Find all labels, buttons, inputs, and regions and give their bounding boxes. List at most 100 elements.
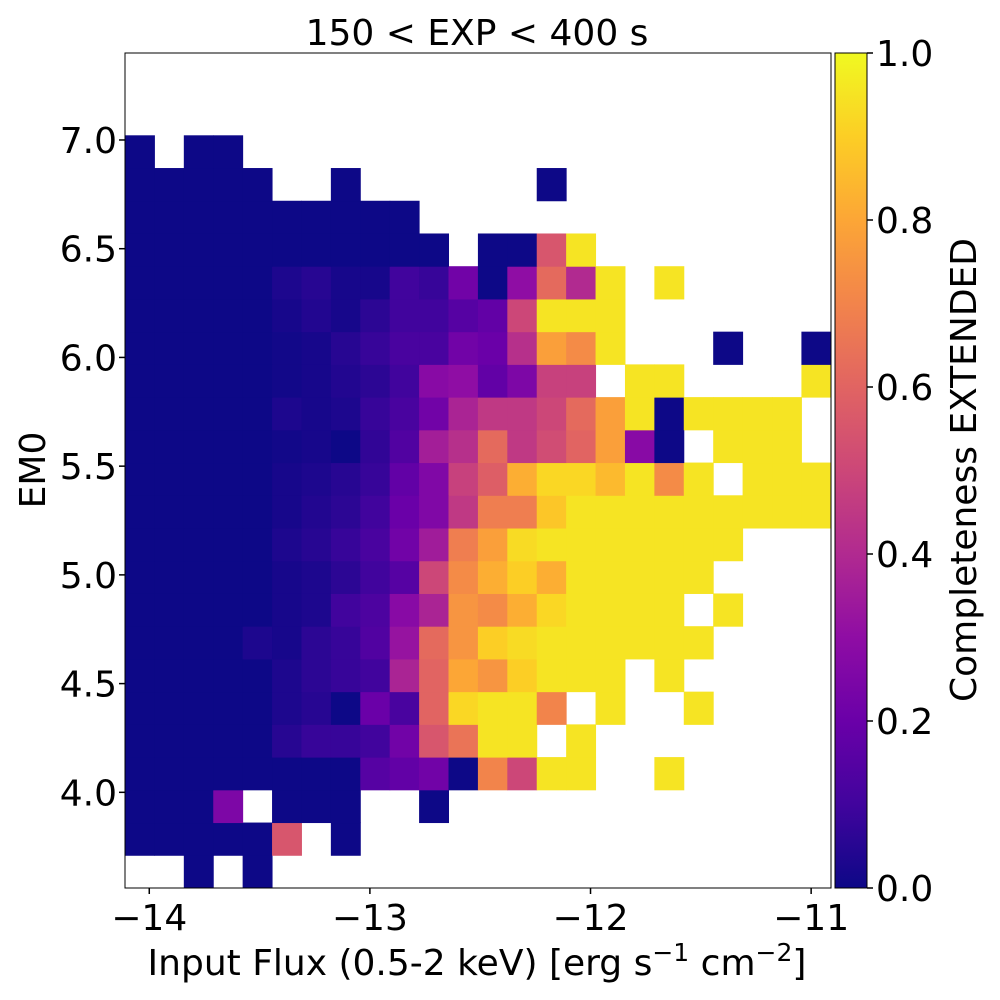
x-axis-label-end: ] — [792, 943, 806, 984]
heatmap-cell — [448, 691, 479, 725]
heatmap-cell — [272, 495, 302, 529]
heatmap-cell — [183, 495, 214, 529]
heatmap-cell — [595, 429, 626, 464]
heatmap-cell — [301, 626, 332, 660]
heatmap-cell — [507, 233, 538, 267]
heatmap-cell — [389, 233, 420, 267]
heatmap-cell — [213, 560, 244, 594]
heatmap-cell — [742, 429, 773, 464]
heatmap-cell — [183, 462, 214, 496]
heatmap-cell — [360, 658, 391, 693]
heatmap-cell — [477, 658, 508, 693]
heatmap-cell — [419, 757, 450, 791]
heatmap-cell — [536, 658, 567, 693]
heatmap-cell — [419, 298, 450, 333]
heatmap-cell — [242, 495, 273, 529]
heatmap-cell — [125, 266, 155, 300]
heatmap-cell — [507, 658, 538, 693]
heatmap-cell — [477, 266, 508, 300]
heatmap-cell — [242, 528, 273, 562]
heatmap-cell — [624, 462, 655, 496]
heatmap-cell — [330, 495, 361, 529]
heatmap-cell — [419, 429, 450, 464]
heatmap-cell — [183, 593, 214, 627]
heatmap-cell — [595, 397, 626, 431]
heatmap-cell — [213, 626, 244, 660]
heatmap-cell — [536, 626, 567, 660]
y-tick-label: 5.5 — [60, 447, 117, 488]
heatmap-cell — [477, 298, 508, 333]
heatmap-cell — [536, 397, 567, 431]
heatmap-cell — [125, 528, 155, 562]
heatmap-cell — [183, 560, 214, 594]
heatmap-cell — [330, 462, 361, 496]
heatmap-cell — [683, 691, 714, 725]
heatmap-cell — [624, 495, 655, 529]
heatmap-cell — [330, 200, 361, 234]
heatmap-cell — [389, 528, 420, 562]
heatmap-cell — [507, 724, 538, 758]
heatmap-cell — [272, 691, 302, 725]
heatmap-cell — [419, 397, 450, 431]
heatmap-cell — [360, 593, 391, 627]
heatmap-cell — [301, 364, 332, 398]
colorbar-tick-label: 0.4 — [876, 535, 933, 576]
heatmap-cell — [536, 528, 567, 562]
heatmap-cell — [536, 462, 567, 496]
chart-title: 150 < EXP < 400 s — [306, 13, 649, 54]
heatmap-cell — [536, 593, 567, 627]
heatmap-cell — [360, 462, 391, 496]
heatmap-cell — [213, 789, 244, 824]
heatmap-cell — [360, 266, 391, 300]
heatmap-cell — [272, 757, 302, 791]
heatmap-cell — [272, 658, 302, 693]
heatmap-cell — [360, 397, 391, 431]
heatmap-cell — [154, 200, 185, 234]
heatmap-cell — [536, 757, 567, 791]
heatmap-cell — [154, 168, 185, 202]
heatmap-cell — [242, 331, 273, 365]
heatmap-cell — [683, 626, 714, 660]
heatmap-cell — [595, 626, 626, 660]
heatmap-cell — [242, 658, 273, 693]
heatmap-cell — [154, 757, 185, 791]
heatmap-cell — [448, 364, 479, 398]
heatmap-cell — [330, 724, 361, 758]
heatmap-cell — [154, 495, 185, 529]
heatmap-cell — [654, 757, 685, 791]
heatmap-cell — [330, 298, 361, 333]
heatmap-cell — [301, 757, 332, 791]
heatmap-cell — [477, 462, 508, 496]
heatmap-cell — [125, 560, 155, 594]
heatmap-cell — [301, 200, 332, 234]
heatmap-cell — [595, 658, 626, 693]
heatmap-cell — [419, 691, 450, 725]
heatmap-cell — [330, 528, 361, 562]
heatmap-cell — [360, 364, 391, 398]
heatmap-cell — [507, 593, 538, 627]
heatmap-cell — [242, 364, 273, 398]
heatmap-cell — [125, 724, 155, 758]
heatmap-cell — [330, 757, 361, 791]
heatmap-cell — [213, 331, 244, 365]
heatmap-cell — [360, 298, 391, 333]
heatmap-cell — [507, 626, 538, 660]
heatmap-cell — [183, 757, 214, 791]
heatmap-cell — [154, 233, 185, 267]
heatmap-cell — [242, 462, 273, 496]
heatmap-cell — [154, 560, 185, 594]
heatmap-cell — [125, 331, 155, 365]
heatmap-cell — [213, 495, 244, 529]
heatmap-cell — [360, 233, 391, 267]
heatmap-cell — [477, 691, 508, 725]
heatmap-cell — [330, 789, 361, 824]
heatmap-cell — [242, 560, 273, 594]
heatmap-cell — [624, 560, 655, 594]
heatmap-cell — [330, 626, 361, 660]
heatmap-cell — [213, 822, 244, 856]
heatmap-cell — [213, 364, 244, 398]
heatmap-cell — [448, 757, 479, 791]
heatmap-cell — [183, 364, 214, 398]
heatmap-cell — [477, 429, 508, 464]
heatmap-cell — [654, 626, 685, 660]
